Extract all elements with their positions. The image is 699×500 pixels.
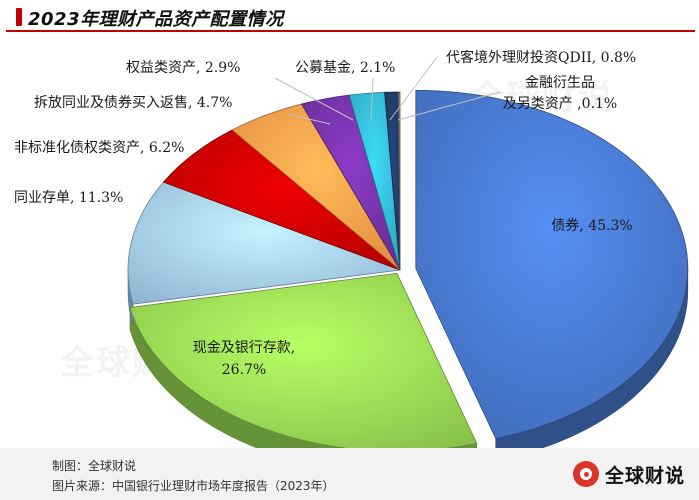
- data-label: 代客境外理财投资QDII, 0.8%: [446, 49, 636, 66]
- data-label: 26.7%: [222, 362, 266, 378]
- data-label: 非标准化债权类资产, 6.2%: [14, 140, 184, 156]
- footer: 制图：全球财说 图片来源：中国银行业理财市场年度报告（2023年） 全球财说: [0, 448, 699, 500]
- footer-maker: 制图：全球财说: [52, 459, 137, 473]
- leader-line: [397, 91, 501, 121]
- title-accent-mark: [16, 8, 22, 26]
- pie-slice: [129, 272, 478, 448]
- data-label: 同业存单, 11.3%: [14, 190, 123, 206]
- data-label: 及另类资产 ,0.1%: [503, 96, 617, 112]
- footer-source: 图片来源：中国银行业理财市场年度报告（2023年）: [52, 479, 335, 493]
- data-label: 金融衍生品: [525, 75, 595, 91]
- data-label: 公募基金, 2.1%: [295, 59, 395, 76]
- data-label: 债券, 45.3%: [551, 218, 632, 234]
- title-bar: 2023年理财产品资产配置情况: [6, 0, 695, 32]
- pie-slice: [127, 181, 401, 305]
- data-label: 拆放同业及债券买入返售, 4.7%: [34, 95, 232, 111]
- brand-name: 全球财说: [604, 464, 685, 487]
- leader-line: [370, 77, 374, 121]
- leader-line: [287, 113, 331, 125]
- brand-logo-icon: [572, 461, 599, 487]
- page-title: 2023年理财产品资产配置情况: [28, 9, 284, 30]
- data-label: 权益类资产, 2.9%: [126, 60, 240, 76]
- pie-chart: 债券, 45.3% 现金及银行存款, 26.7% 同业存单, 11.3% 非标准化债权类…: [14, 49, 689, 448]
- brand: 全球财说: [572, 460, 685, 488]
- pie-slice: [397, 91, 401, 271]
- pie-slice: [415, 90, 689, 440]
- leader-line: [389, 56, 438, 121]
- leader-line: [274, 77, 354, 121]
- data-label: 现金及银行存款,: [193, 340, 295, 356]
